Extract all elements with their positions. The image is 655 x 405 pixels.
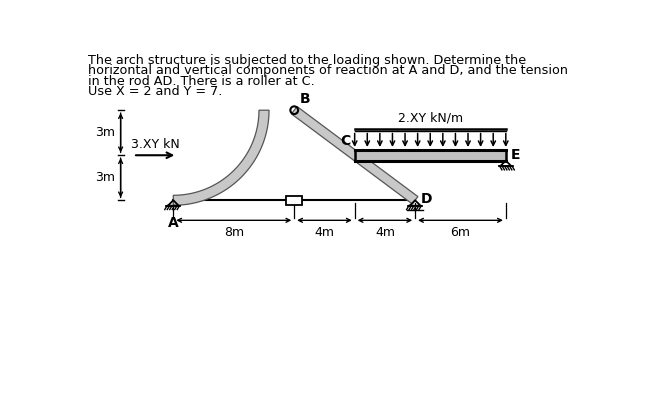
Text: 4m: 4m (375, 226, 395, 239)
Text: 3m: 3m (95, 171, 115, 184)
Text: A: A (168, 216, 179, 230)
Bar (286, 196, 302, 205)
Text: E: E (511, 148, 521, 162)
Polygon shape (354, 150, 506, 161)
Text: in the rod AD. There is a roller at C.: in the rod AD. There is a roller at C. (88, 75, 315, 88)
Polygon shape (174, 110, 269, 205)
Polygon shape (291, 107, 418, 204)
Text: Use X = 2 and Y = 7.: Use X = 2 and Y = 7. (88, 85, 223, 98)
Text: C: C (341, 134, 351, 148)
Text: 3.XY kN: 3.XY kN (132, 139, 180, 151)
Text: 3m: 3m (95, 126, 115, 139)
Text: D: D (421, 192, 432, 206)
Text: 6m: 6m (451, 226, 470, 239)
Text: 2.XY kN/m: 2.XY kN/m (398, 111, 463, 124)
Text: 4m: 4m (314, 226, 335, 239)
Text: 8m: 8m (224, 226, 244, 239)
Text: B: B (299, 92, 310, 107)
Text: horizontal and vertical components of reaction at A and D, and the tension: horizontal and vertical components of re… (88, 64, 568, 77)
Text: The arch structure is subjected to the loading shown. Determine the: The arch structure is subjected to the l… (88, 54, 526, 67)
